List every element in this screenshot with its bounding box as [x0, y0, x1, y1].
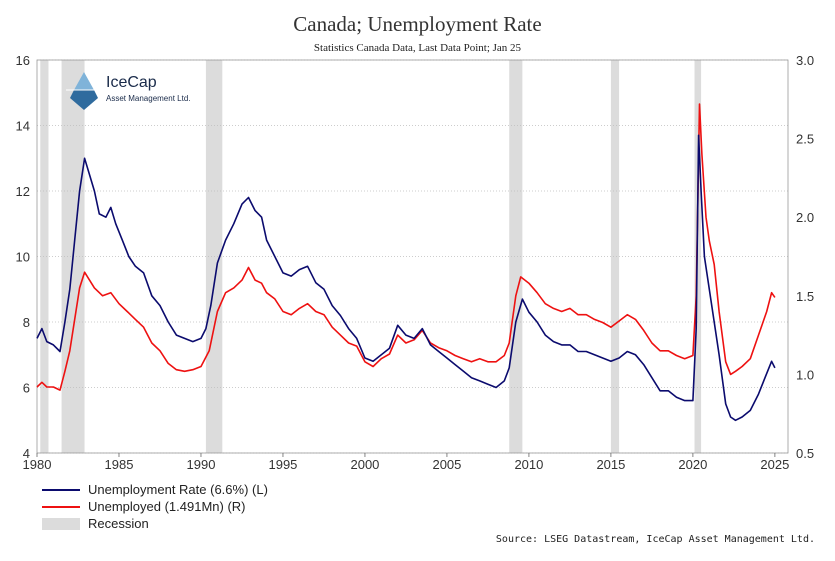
legend: Unemployment Rate (6.6%) (L) Unemployed …: [42, 481, 268, 532]
iceberg-icon: [66, 72, 102, 110]
x-tick-label-0: 1980: [23, 457, 52, 472]
x-tick-label-3: 1995: [268, 457, 297, 472]
logo-subtitle: Asset Management Ltd.: [106, 94, 191, 103]
y-left-tick-label-1: 6: [23, 381, 30, 396]
legend-swatch-recession: [42, 517, 80, 530]
recession-band-3: [509, 60, 523, 453]
recession-band-4: [610, 60, 620, 453]
x-tick-label-7: 2015: [596, 457, 625, 472]
x-tick-label-2: 1990: [187, 457, 216, 472]
legend-item-recession: Recession: [42, 515, 268, 532]
legend-item-rate: Unemployment Rate (6.6%) (L): [42, 481, 268, 498]
legend-label-recession: Recession: [88, 516, 149, 531]
icecap-logo: IceCap Asset Management Ltd.: [64, 70, 194, 112]
y-left-tick-label-5: 14: [16, 119, 30, 134]
legend-item-unemployed: Unemployed (1.491Mn) (R): [42, 498, 268, 515]
x-tick-label-6: 2010: [514, 457, 543, 472]
y-right-tick-label-1: 1.0: [796, 367, 814, 382]
y-right-tick-label-3: 2.0: [796, 210, 814, 225]
x-tick-label-5: 2005: [432, 457, 461, 472]
x-tick-label-4: 2000: [350, 457, 379, 472]
y-right-tick-label-2: 1.5: [796, 289, 814, 304]
y-right-tick-label-0: 0.5: [796, 446, 814, 461]
plot-frame: [36, 59, 789, 454]
y-right-tick-label-5: 3.0: [796, 53, 814, 68]
chart-title: Canada; Unemployment Rate: [293, 12, 542, 36]
y-left-tick-label-0: 4: [23, 446, 30, 461]
x-tick-label-8: 2020: [678, 457, 707, 472]
x-tick-label-1: 1985: [105, 457, 134, 472]
y-left-tick-label-6: 16: [16, 53, 30, 68]
logo-name: IceCap: [106, 74, 157, 91]
legend-swatch-unemployed: [42, 505, 80, 508]
chart-subtitle: Statistics Canada Data, Last Data Point;…: [313, 42, 522, 54]
y-left-tick-label-4: 12: [16, 184, 30, 199]
legend-swatch-rate: [42, 488, 80, 491]
legend-label-unemployed: Unemployed (1.491Mn) (R): [88, 499, 246, 514]
y-left-tick-label-2: 8: [23, 315, 30, 330]
legend-label-rate: Unemployment Rate (6.6%) (L): [88, 482, 268, 497]
recession-band-0: [40, 60, 49, 453]
series-line-unemployed: [36, 103, 776, 391]
x-tick-label-9: 2025: [760, 457, 789, 472]
y-right-tick-label-4: 2.5: [796, 132, 814, 147]
y-left-tick-label-3: 10: [16, 250, 30, 265]
series-line-rate: [36, 134, 776, 422]
source-note: Source: LSEG Datastream, IceCap Asset Ma…: [495, 534, 815, 545]
